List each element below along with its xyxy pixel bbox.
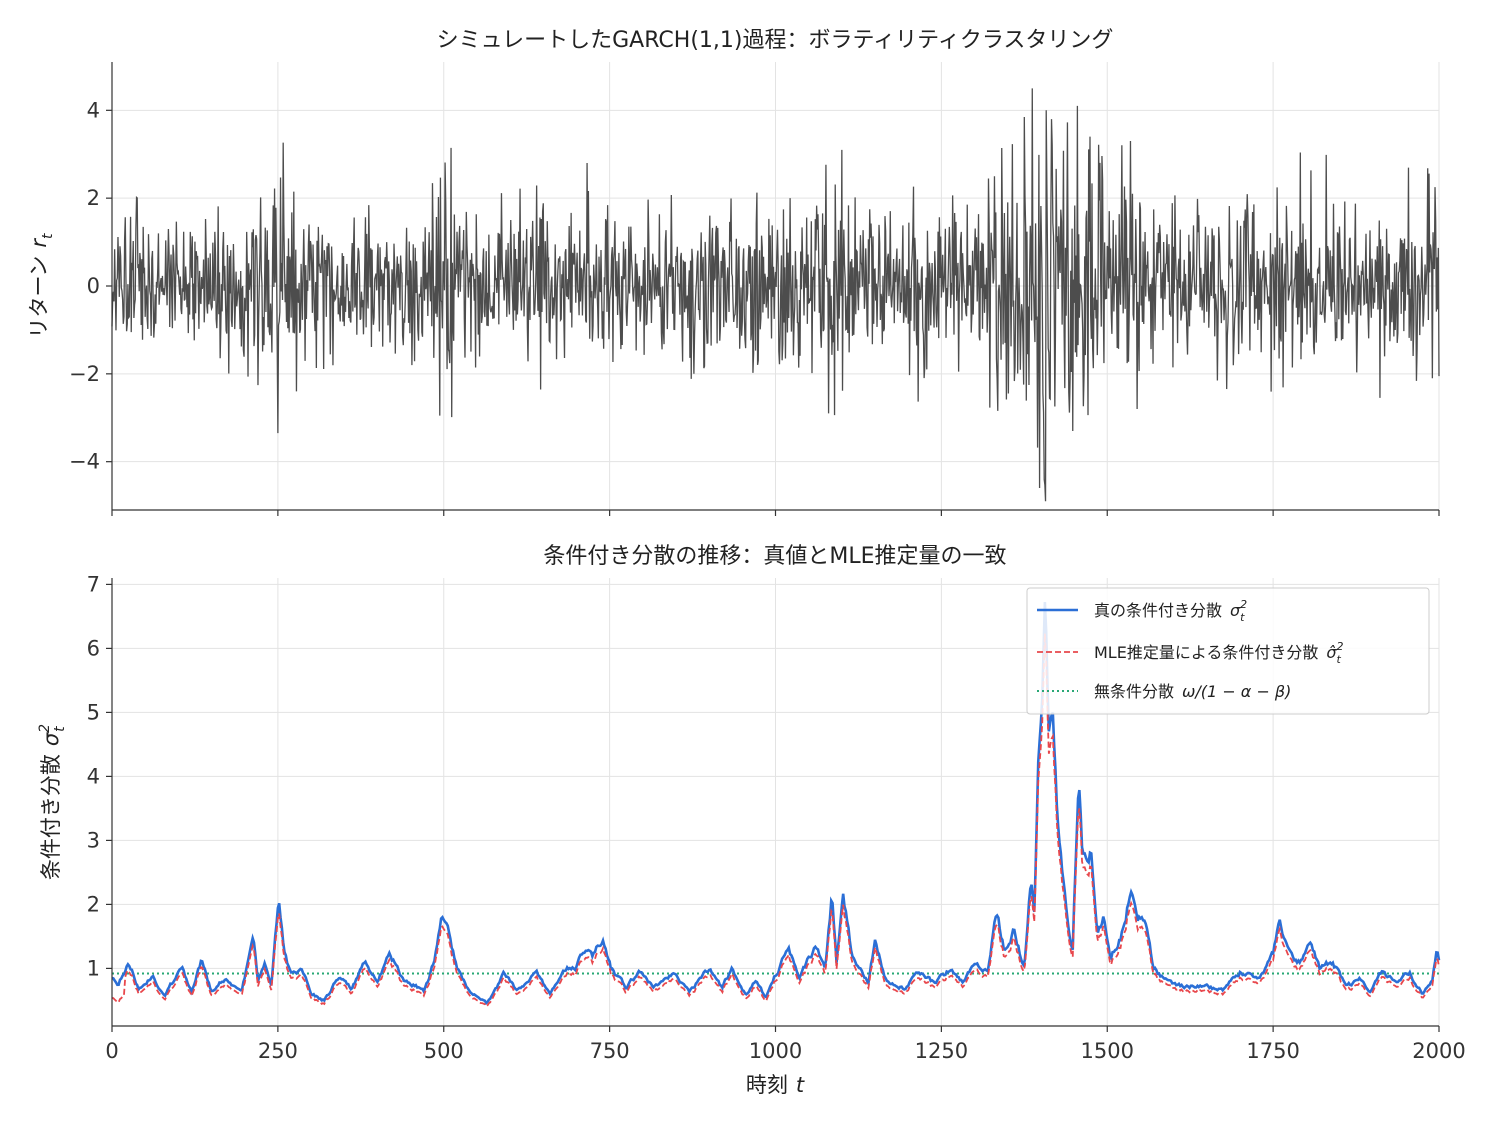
variance-xtick-label-1750: 1750 — [1246, 1039, 1299, 1063]
variance-x-axis-label: 時刻 t — [746, 1073, 805, 1097]
variance-y-axis-superscript: 2 — [37, 724, 53, 733]
returns-ytick-label-2: 0 — [87, 274, 100, 298]
legend-entry-mle: MLE推定量による条件付き分散 σ̂2 t — [1094, 640, 1344, 666]
returns-y-axis-label: リターン rt — [27, 233, 56, 339]
variance-ytick-label-5: 6 — [87, 636, 100, 660]
legend-entry-unconditional-math: ω/(1 − α − β) — [1182, 682, 1291, 701]
legend-entry-unconditional: 無条件分散 ω/(1 − α − β) — [1094, 682, 1291, 701]
variance-xtick-label-1000: 1000 — [749, 1039, 802, 1063]
returns-ytick-label-0: −4 — [69, 450, 100, 474]
variance-ytick-label-4: 5 — [87, 700, 100, 724]
returns-y-axis-symbol: r — [27, 238, 51, 248]
variance-ytick-label-2: 3 — [87, 828, 100, 852]
returns-ytick-label-3: 2 — [87, 186, 100, 210]
legend-entry-mle-sup: 2 — [1337, 640, 1344, 653]
variance-y-axis-subscript: t — [52, 726, 68, 732]
legend-entry-mle-sub: t — [1337, 653, 1342, 666]
variance-x-axis-symbol: t — [796, 1073, 805, 1097]
mle-variance-line — [111, 633, 1440, 1008]
legend-box — [1026, 587, 1430, 715]
returns-y-axis-subscript: t — [40, 233, 56, 239]
variance-ytick-label-1: 2 — [87, 892, 100, 916]
variance-y-axis-label: 条件付き分散 σ2t — [37, 724, 68, 880]
variance-y-axis-label-text: 条件付き分散 — [39, 754, 63, 880]
returns-y-axis-label-text: リターン — [27, 256, 51, 339]
returns-grid — [111, 62, 1440, 510]
returns-ytick-label-1: −2 — [69, 362, 100, 386]
variance-chart-title: 条件付き分散の推移：真値とMLE推定量の一致 — [543, 544, 1006, 569]
returns-chart-title: シミュレートしたGARCH(1,1)過程：ボラティリティクラスタリング — [437, 28, 1114, 53]
legend-entry-true: 真の条件付き分散 σ2 t — [1094, 598, 1247, 624]
legend-entry-mle-math: σ̂ — [1326, 643, 1337, 662]
legend-entry-true-label: 真の条件付き分散 — [1094, 601, 1222, 620]
legend-entry-mle-label: MLE推定量による条件付き分散 — [1094, 643, 1318, 662]
variance-xtick-label-1250: 1250 — [915, 1039, 968, 1063]
variance-xtick-label-250: 250 — [258, 1039, 298, 1063]
returns-series-line — [111, 88, 1440, 502]
variance-ytick-label-0: 1 — [87, 956, 100, 980]
variance-xtick-label-2000: 2000 — [1412, 1039, 1465, 1063]
variance-ticks: 0 250 500 750 1000 1250 1500 1750 2000 1 2 3 4 5 6 7 — [87, 572, 1466, 1063]
variance-xtick-label-1500: 1500 — [1081, 1039, 1134, 1063]
returns-panel: シミュレートしたGARCH(1,1)過程：ボラティリティクラスタリング −4 −2… — [27, 28, 1440, 516]
returns-ytick-label-4: 4 — [87, 98, 100, 122]
legend-entry-true-sup: 2 — [1240, 598, 1247, 611]
variance-panel: 条件付き分散の推移：真値とMLE推定量の一致 0 250 500 750 1000 125… — [37, 544, 1466, 1097]
returns-ticks: −4 −2 0 2 4 — [69, 98, 1440, 516]
variance-xtick-label-0: 0 — [105, 1039, 118, 1063]
variance-x-axis-label-text: 時刻 — [746, 1073, 788, 1097]
legend-entry-unconditional-label: 無条件分散 — [1094, 682, 1174, 701]
variance-xtick-label-500: 500 — [424, 1039, 464, 1063]
variance-ytick-label-6: 7 — [87, 572, 100, 596]
true-variance-line — [111, 601, 1441, 1006]
legend: 真の条件付き分散 σ2 t MLE推定量による条件付き分散 σ̂2 t 無条件分散 ω/(… — [1026, 587, 1430, 715]
legend-entry-true-sub: t — [1240, 611, 1245, 624]
legend-entry-true-math: σ — [1230, 601, 1241, 620]
variance-y-axis-symbol: σ — [39, 732, 63, 746]
variance-ytick-label-3: 4 — [87, 764, 100, 788]
variance-xtick-label-750: 750 — [590, 1039, 630, 1063]
